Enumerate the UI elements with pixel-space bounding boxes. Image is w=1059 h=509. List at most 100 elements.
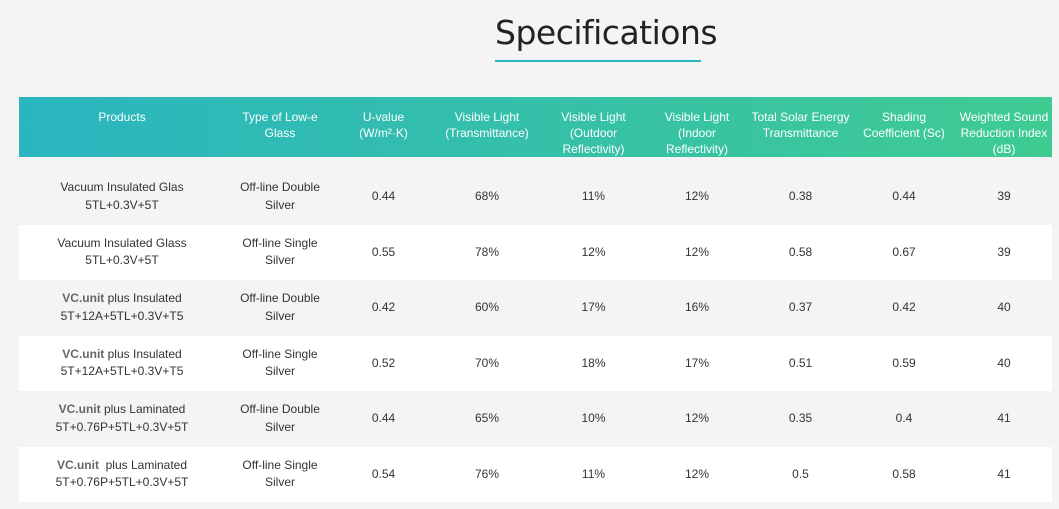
vl-transmittance-cell: 68% [432, 169, 542, 225]
table-row: VC.unit plus Laminated 5T+0.76P+5TL+0.3V+… [19, 446, 1052, 502]
sound-cell: 41 [956, 391, 1052, 447]
shading-cell: 0.58 [852, 446, 956, 502]
product-cell: Vacuum Insulated Glass 5TL+0.3V+5T [19, 224, 225, 280]
vl-indoor-cell: 12% [645, 224, 749, 280]
product-spec: 5T+0.76P+5TL+0.3V+5T [55, 419, 189, 434]
glass-type-line: Silver [264, 253, 295, 268]
total-solar-cell: 0.5 [749, 446, 852, 502]
glass-type-cell: Off-line Single Silver [225, 224, 335, 280]
glass-type-cell: Off-line Double Silver [225, 280, 335, 336]
spacer-row [19, 157, 1052, 169]
glass-type-line: Off-line Double [240, 402, 320, 417]
shading-cell: 0.42 [852, 280, 956, 336]
column-header: Visible Light (Outdoor Reflectivity) [561, 110, 626, 156]
glass-type-cell: Off-line Double Silver [225, 169, 335, 225]
u-value-cell: 0.55 [335, 224, 432, 280]
product-name: Vacuum Insulated Glas [60, 180, 184, 195]
column-header: Total Solar Energy Transmittance [751, 110, 850, 140]
vl-indoor-cell: 12% [645, 169, 749, 225]
product-brand: VC.unit [56, 457, 99, 472]
column-header: Weighted Sound Reduction Index (dB) [959, 110, 1049, 156]
table-row: VC.unit plus Insulated 5T+12A+5TL+0.3V+T5… [19, 335, 1052, 391]
shading-cell: 0.4 [852, 391, 956, 447]
product-spec: 5T+12A+5TL+0.3V+T5 [60, 364, 184, 379]
glass-type-line: Silver [264, 197, 295, 212]
product-name-line: VC.unit plus Insulated [21, 290, 223, 308]
vl-outdoor-cell: 18% [542, 335, 645, 391]
vl-outdoor-cell: 10% [542, 391, 645, 447]
total-solar-cell: 0.38 [749, 169, 852, 225]
product-name-line: VC.unit plus Laminated [21, 401, 223, 419]
u-value-cell: 0.42 [335, 280, 432, 336]
vl-transmittance-cell: 76% [432, 446, 542, 502]
vl-indoor-cell: 17% [645, 335, 749, 391]
vl-indoor-cell: 12% [645, 446, 749, 502]
column-header: Visible Light (Transmittance) [445, 110, 529, 140]
glass-type-line: Silver [264, 419, 295, 434]
column-header: Visible Light (Indoor Reflectivity) [664, 110, 730, 156]
total-solar-cell: 0.58 [749, 224, 852, 280]
total-solar-cell: 0.37 [749, 280, 852, 336]
table-row: VC.unit plus Insulated 5T+12A+5TL+0.3V+T5… [19, 280, 1052, 336]
column-header: U-value (W/m²·K) [359, 110, 408, 140]
glass-type-line: Silver [264, 475, 295, 490]
product-brand: VC.unit [62, 291, 105, 306]
page-title: Specifications [495, 13, 718, 52]
product-brand: VC.unit [58, 402, 101, 417]
table-body: Vacuum Insulated Glas 5TL+0.3V+5T Off-line… [19, 157, 1052, 502]
column-header: Type of Low-e Glass [242, 110, 318, 140]
vl-transmittance-cell: 65% [432, 391, 542, 447]
table-row: Vacuum Insulated Glas 5TL+0.3V+5T Off-line… [19, 169, 1052, 225]
vl-transmittance-cell: 78% [432, 224, 542, 280]
product-name: plus Laminated [98, 457, 188, 472]
glass-type-line: Off-line Single [242, 457, 318, 472]
product-cell: VC.unit plus Laminated 5T+0.76P+5TL+0.3V+… [19, 446, 225, 502]
sound-cell: 39 [956, 169, 1052, 225]
product-name-line: Vacuum Insulated Glass [21, 235, 223, 253]
table-row: Vacuum Insulated Glass 5TL+0.3V+5T Off-lin… [19, 224, 1052, 280]
column-header: Shading Coefficient (Sc) [863, 110, 945, 140]
vl-indoor-cell: 12% [645, 391, 749, 447]
product-cell: Vacuum Insulated Glas 5TL+0.3V+5T [19, 169, 225, 225]
u-value-cell: 0.44 [335, 391, 432, 447]
sound-cell: 41 [956, 446, 1052, 502]
vl-transmittance-cell: 70% [432, 335, 542, 391]
sound-cell: 40 [956, 335, 1052, 391]
glass-type-line: Silver [264, 308, 295, 323]
product-cell: VC.unit plus Insulated 5T+12A+5TL+0.3V+T5 [19, 335, 225, 391]
glass-type-cell: Off-line Double Silver [225, 391, 335, 447]
title-underline [495, 60, 701, 62]
product-name: plus Insulated [104, 291, 182, 306]
shading-cell: 0.59 [852, 335, 956, 391]
glass-type-line: Off-line Double [240, 291, 320, 306]
product-name: plus Laminated [100, 402, 186, 417]
product-brand: VC.unit [62, 346, 105, 361]
sound-cell: 39 [956, 224, 1052, 280]
total-solar-cell: 0.51 [749, 335, 852, 391]
product-spec: 5T+0.76P+5TL+0.3V+5T [55, 475, 189, 490]
product-name-line: Vacuum Insulated Glas [21, 179, 223, 197]
shading-cell: 0.67 [852, 224, 956, 280]
product-spec: 5TL+0.3V+5T [85, 197, 159, 212]
title-section: Specifications [0, 0, 1059, 96]
table-header: Products Type of Low-e Glass U-value (W/m²… [19, 97, 1052, 157]
shading-cell: 0.44 [852, 169, 956, 225]
spacer-cell [19, 157, 1052, 169]
header-row: Products Type of Low-e Glass U-value (W/m²… [19, 97, 1052, 157]
u-value-cell: 0.52 [335, 335, 432, 391]
total-solar-cell: 0.35 [749, 391, 852, 447]
glass-type-cell: Off-line Single Silver [225, 446, 335, 502]
vl-transmittance-cell: 60% [432, 280, 542, 336]
glass-type-line: Off-line Double [240, 180, 320, 195]
u-value-cell: 0.44 [335, 169, 432, 225]
vl-outdoor-cell: 17% [542, 280, 645, 336]
product-cell: VC.unit plus Insulated 5T+12A+5TL+0.3V+T5 [19, 280, 225, 336]
glass-type-line: Off-line Single [242, 346, 318, 361]
sound-cell: 40 [956, 280, 1052, 336]
vl-outdoor-cell: 11% [542, 446, 645, 502]
table-row: VC.unit plus Laminated 5T+0.76P+5TL+0.3V+… [19, 391, 1052, 447]
product-spec: 5TL+0.3V+5T [85, 253, 159, 268]
product-cell: VC.unit plus Laminated 5T+0.76P+5TL+0.3V+… [19, 391, 225, 447]
u-value-cell: 0.54 [335, 446, 432, 502]
vl-outdoor-cell: 12% [542, 224, 645, 280]
